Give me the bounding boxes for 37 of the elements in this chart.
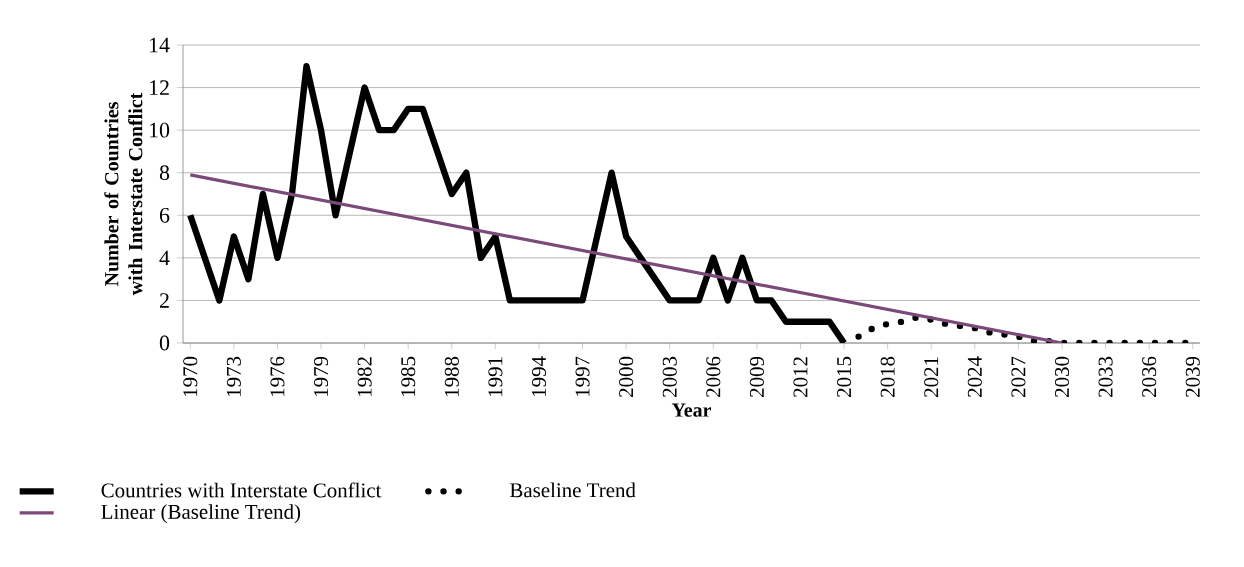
x-tick-label: 1985 xyxy=(401,356,416,397)
x-tick-label: 2006 xyxy=(706,356,721,397)
x-tick-label: 1997 xyxy=(575,356,590,397)
legend-label: Baseline Trend xyxy=(510,482,636,498)
x-axis-title: Year xyxy=(671,403,711,417)
legend-label: Countries with Interstate Conflict xyxy=(101,482,382,498)
x-tick-label: 2036 xyxy=(1142,356,1157,397)
x-tick-label: 1970 xyxy=(183,356,198,397)
y-tick-label: 6 xyxy=(159,207,170,223)
y-tick-label: 12 xyxy=(150,80,169,95)
x-tick-label: 2021 xyxy=(924,357,939,397)
y-axis-title: Number of Countries with Interstate Conflict xyxy=(104,92,143,296)
legend-label: Linear (Baseline Trend) xyxy=(101,504,301,524)
y-tick-label: 14 xyxy=(150,37,170,53)
x-tick-label: 2030 xyxy=(1054,356,1070,397)
x-tick-label: 1973 xyxy=(226,356,241,397)
x-tick-label: 2039 xyxy=(1185,356,1200,397)
x-tick-label: 2000 xyxy=(619,356,634,397)
y-tick-label: 10 xyxy=(150,122,170,138)
x-tick-label: 1976 xyxy=(270,356,285,397)
y-tick-label: 8 xyxy=(159,165,170,181)
x-tick-label: 1991 xyxy=(488,357,503,397)
x-tick-label: 1988 xyxy=(444,356,459,397)
x-tick-label: 2009 xyxy=(749,356,764,397)
x-tick-label: 2003 xyxy=(662,356,677,397)
y-tick-label: 2 xyxy=(159,293,169,308)
y-tick-label: 4 xyxy=(159,250,170,266)
x-tick-label: 2033 xyxy=(1098,356,1113,397)
x-tick-label: 1979 xyxy=(314,356,329,397)
x-tick-label: 1994 xyxy=(531,356,546,397)
x-tick-label: 1982 xyxy=(357,357,372,397)
x-tick-label: 2015 xyxy=(837,356,852,397)
x-tick-label: 2012 xyxy=(793,357,808,397)
y-tick-label: 0 xyxy=(159,335,170,351)
x-tick-label: 2027 xyxy=(1011,356,1026,397)
x-tick-label: 2024 xyxy=(967,356,982,397)
x-tick-label: 2018 xyxy=(880,356,895,397)
